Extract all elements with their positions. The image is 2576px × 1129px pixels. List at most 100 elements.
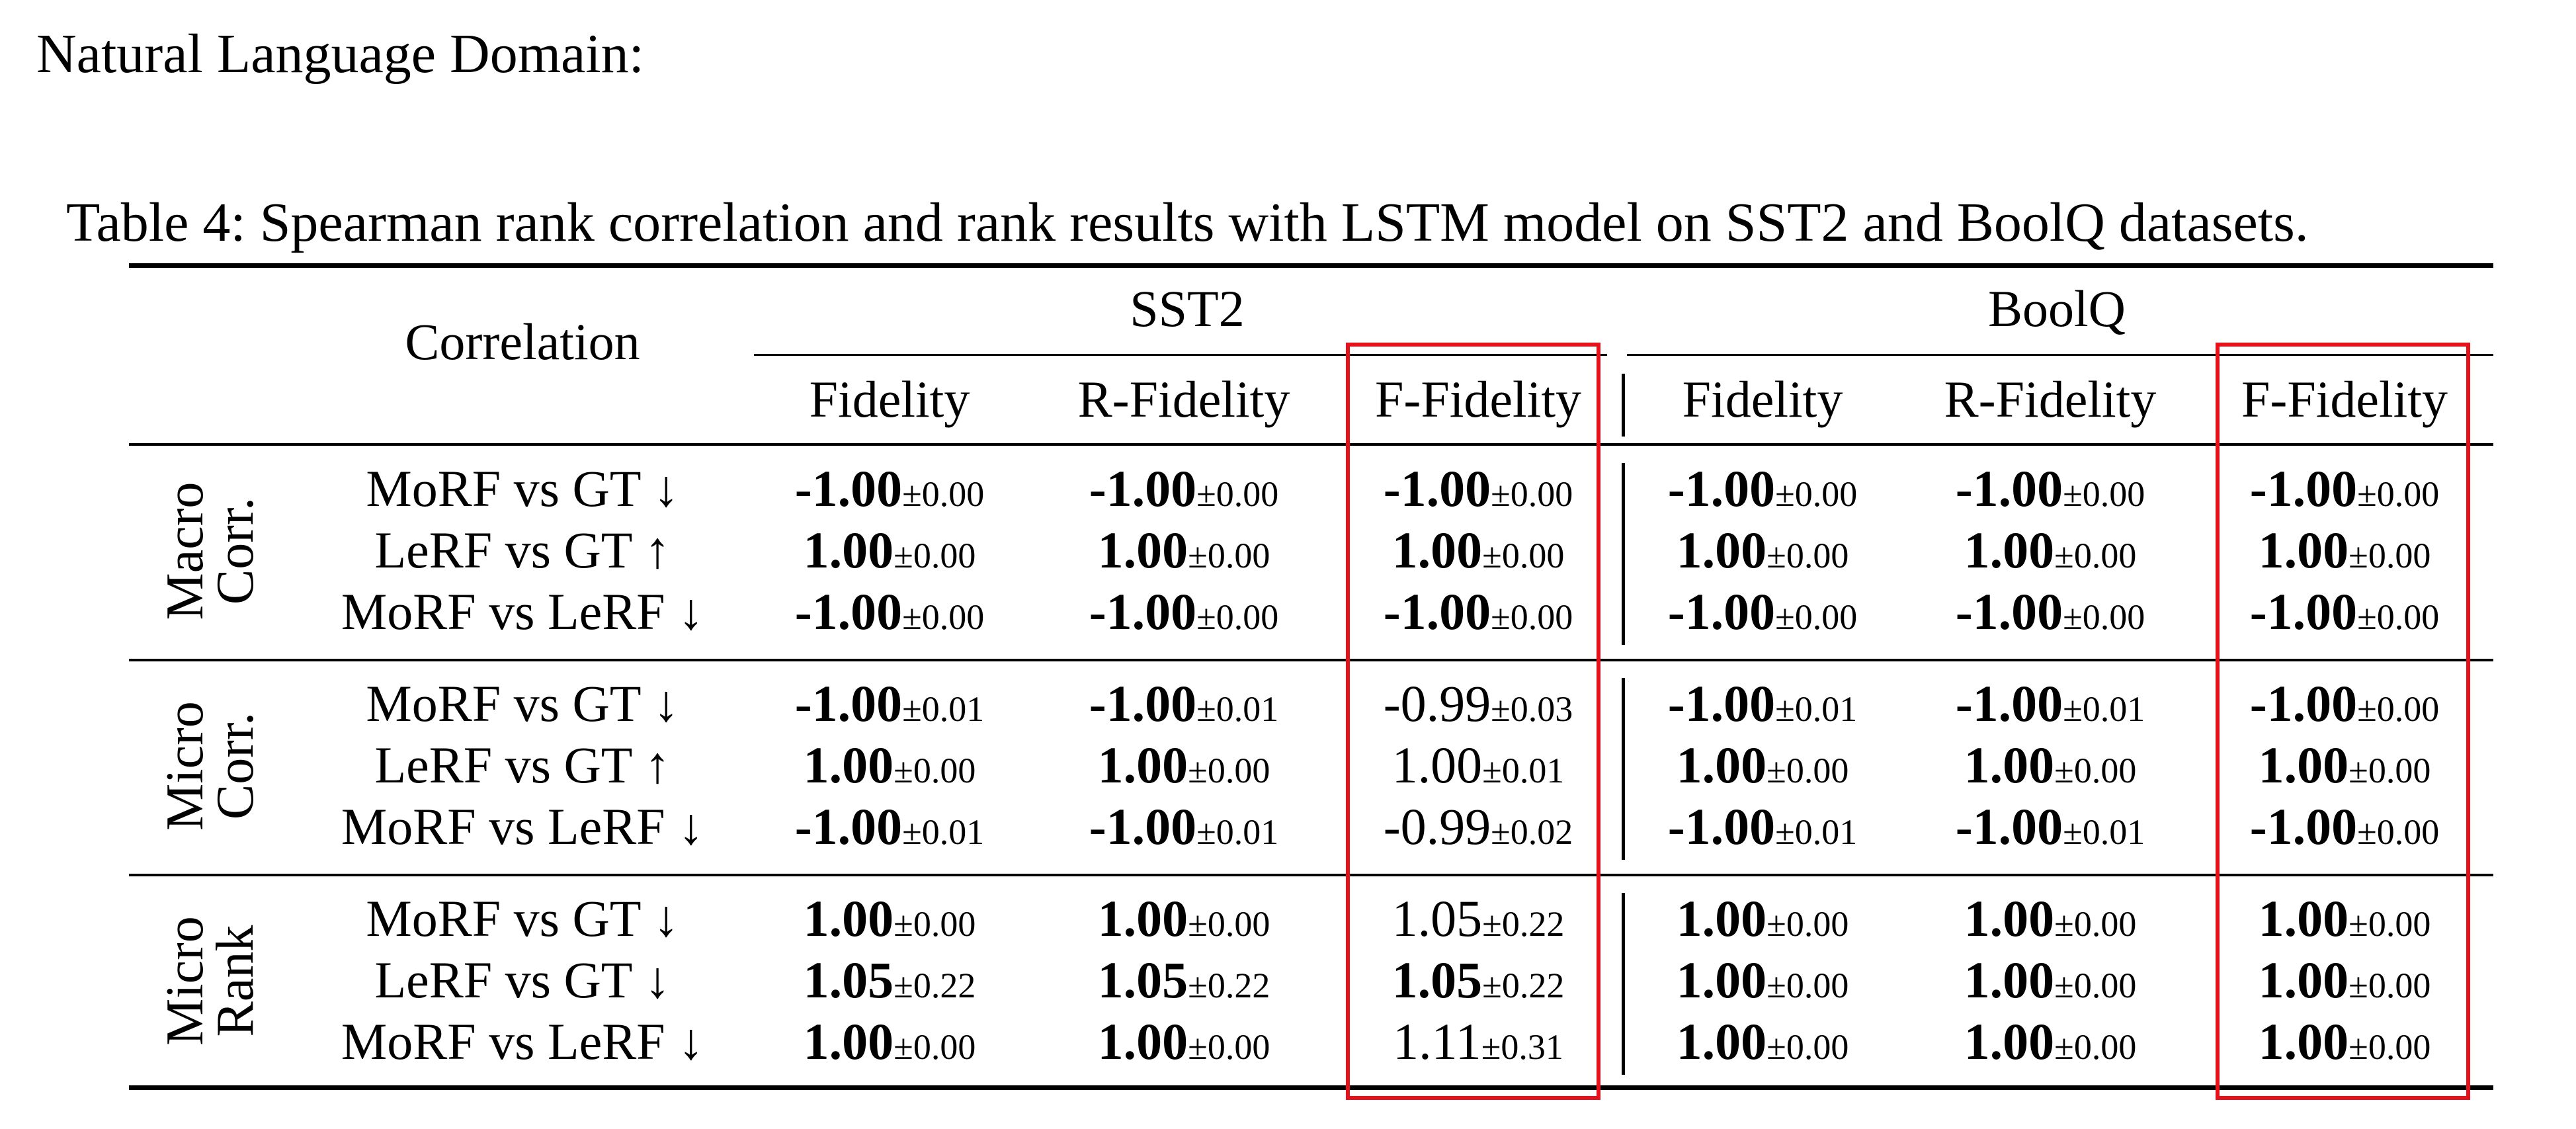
group-rule-1 [129,659,2493,661]
table-cell: 1.00±0.00 [2259,893,2431,944]
cell-std: ±0.01 [1196,689,1279,729]
table-cell: -1.00±0.01 [1956,801,2145,853]
cell-std: ±0.00 [2348,904,2431,944]
row-label: MoRF vs GT ↓ [366,460,679,517]
cell-value: 1.00 [2258,951,2349,1009]
cell-std: ±0.00 [2348,966,2431,1005]
table-cell: -1.00±0.01 [1089,801,1279,853]
cell-std: ±0.01 [1775,812,1858,852]
cell-value: -1.00 [1667,583,1776,640]
cell-value: -1.00 [794,460,903,517]
table-cell: 1.00±0.00 [1677,893,1849,944]
cell-std: ±0.00 [1196,597,1279,637]
cell-value: 1.00 [1097,890,1188,947]
cell-value: 1.00 [803,890,894,947]
group-label: Macro Corr. [156,482,265,620]
cell-std: ±0.00 [1775,597,1858,637]
table-cell: 1.00±0.00 [1964,954,2137,1006]
table-cell: -0.99±0.02 [1384,801,1573,853]
cell-std: ±0.00 [2054,966,2137,1005]
cell-value: -1.00 [1955,798,2063,855]
table-cell: -1.00±0.00 [2250,801,2440,853]
dataset-header-boolq: BoolQ [1987,280,2126,337]
metric-header-sst2-f-fidelity: F-Fidelity [1374,370,1582,428]
table-cell: -1.00±0.00 [2250,586,2440,638]
cell-value: -1.00 [1089,798,1197,855]
cell-std: ±0.01 [2063,812,2145,852]
cell-value: 1.00 [1392,521,1483,579]
cell-std: ±0.00 [2063,597,2145,637]
cell-value: -1.00 [794,583,903,640]
cell-std: ±0.00 [2348,751,2431,790]
cell-std: ±0.01 [1196,812,1279,852]
cell-value: 1.11 [1393,1013,1481,1070]
table-cell: 1.00±0.00 [1964,1016,2137,1067]
cell-value: -1.00 [1667,798,1776,855]
group-label-line: Micro [156,916,214,1046]
cell-std: ±0.00 [2348,536,2431,575]
cell-value: 1.00 [803,736,894,794]
cell-std: ±0.01 [902,689,985,729]
cell-value: 1.00 [1392,736,1483,794]
table-cell: -1.00±0.01 [795,678,985,730]
metric-header-boolq-f-fidelity: F-Fidelity [2241,370,2448,428]
table-cell: -1.00±0.00 [1384,586,1573,638]
cell-value: -1.00 [1955,583,2063,640]
table-cell: -1.00±0.00 [2250,678,2440,730]
cell-std: ±0.00 [893,1027,976,1067]
cell-value: 1.00 [803,521,894,579]
cell-std: ±0.00 [902,597,985,637]
cell-std: ±0.00 [1491,474,1573,514]
cell-std: ±0.00 [893,751,976,790]
table-cell: 1.00±0.00 [1098,893,1270,944]
table-cell: 1.00±0.00 [1098,524,1270,576]
table-cell: 1.00±0.00 [1098,739,1270,791]
table-cell: -1.00±0.01 [1956,678,2145,730]
table-cell: -1.00±0.00 [1384,463,1573,515]
table-cell: -1.00±0.00 [1089,463,1279,515]
cell-value: -1.00 [1089,675,1197,732]
cell-std: ±0.22 [1482,966,1565,1005]
cell-std: ±0.00 [1775,474,1858,514]
row-label: MoRF vs LeRF ↓ [341,583,704,640]
cell-value: 1.00 [1676,1013,1767,1070]
dataset-separator-header [1622,374,1625,437]
corner-header: Correlation [405,313,640,370]
cell-value: 1.00 [2258,890,2349,947]
cell-value: 1.00 [1964,1013,2055,1070]
cell-value: -1.00 [1955,675,2063,732]
table-cell: 1.00±0.00 [1098,1016,1270,1067]
cell-value: 1.05 [1097,951,1188,1009]
row-label: LeRF vs GT ↓ [374,951,671,1009]
cell-value: -1.00 [2249,798,2358,855]
group-rule-2 [129,874,2493,876]
table-cell: 1.05±0.22 [1392,893,1565,944]
cell-value: 1.05 [1392,890,1483,947]
cell-value: 1.00 [1964,890,2055,947]
cell-std: ±0.00 [2054,536,2137,575]
cell-std: ±0.22 [1482,904,1565,944]
cell-value: 1.05 [803,951,894,1009]
highlight-box-sst2-f-fidelity [1346,343,1600,1100]
group-label-line: Rank [206,925,265,1037]
table-cell: 1.00±0.00 [2259,739,2431,791]
cell-value: -1.00 [2249,460,2358,517]
cell-std: ±0.01 [902,812,985,852]
header-rule [129,443,2493,446]
cell-std: ±0.01 [2063,689,2145,729]
table-cell: 1.00±0.00 [1964,524,2137,576]
cell-std: ±0.03 [1491,689,1573,729]
cell-std: ±0.00 [1188,904,1270,944]
table-cell: 1.00±0.00 [804,1016,976,1067]
cell-std: ±0.00 [2063,474,2145,514]
table-cell: 1.00±0.00 [1677,524,1849,576]
cell-value: -1.00 [1667,675,1776,732]
table-cell: 1.05±0.22 [1098,954,1270,1006]
cell-std: ±0.00 [1196,474,1279,514]
cell-value: 1.05 [1392,951,1483,1009]
cell-std: ±0.00 [1766,751,1849,790]
cell-std: ±0.00 [1482,536,1565,575]
row-label: MoRF vs GT ↓ [366,890,679,947]
cell-value: 1.00 [2258,1013,2349,1070]
cell-std: ±0.00 [2054,751,2137,790]
